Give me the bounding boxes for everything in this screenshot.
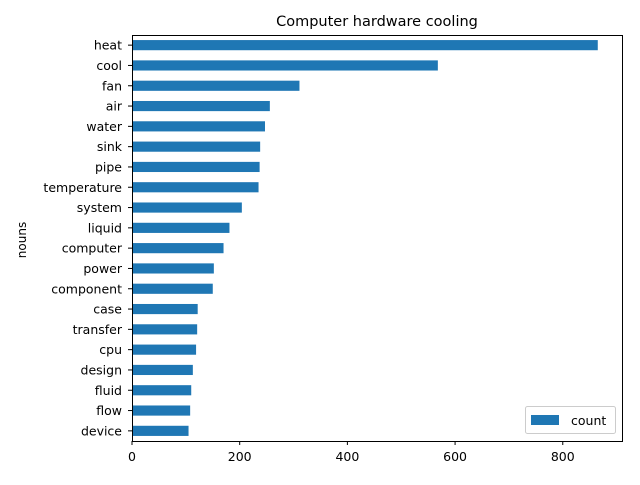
bar-temperature xyxy=(132,182,259,193)
y-tick-label: fluid xyxy=(95,383,122,398)
y-ticks-layer: heat cool fan air water sink pipe temperature sy… xyxy=(43,38,132,438)
x-tick-label: 200 xyxy=(228,449,252,464)
y-tick-label: flow xyxy=(96,403,122,418)
bar-case xyxy=(132,303,198,315)
y-tick-label: case xyxy=(93,302,122,317)
legend-swatch xyxy=(531,415,559,425)
y-tick-label: heat xyxy=(94,38,122,53)
y-axis-label: nouns xyxy=(15,222,29,258)
y-tick-label: liquid xyxy=(88,220,122,235)
bar-sink xyxy=(132,141,261,152)
plot-frame xyxy=(132,35,623,442)
y-tick-label: temperature xyxy=(43,180,122,195)
bar-computer xyxy=(132,243,224,254)
y-tick-label: pipe xyxy=(95,159,122,174)
legend-box xyxy=(525,406,616,434)
bar-device xyxy=(132,425,189,436)
bar-heat xyxy=(132,40,598,51)
y-tick-label: cpu xyxy=(99,342,122,357)
y-tick-label: cool xyxy=(96,58,122,73)
bar-transfer xyxy=(132,324,198,335)
bar-component xyxy=(132,283,213,294)
x-tick-label: 400 xyxy=(335,449,359,464)
y-tick-label: air xyxy=(106,99,123,114)
bar-cpu xyxy=(132,344,197,355)
y-tick-label: design xyxy=(81,362,122,377)
y-tick-label: fan xyxy=(102,78,122,93)
y-tick-label: computer xyxy=(62,241,123,256)
bar-air xyxy=(132,100,270,112)
legend-label: count xyxy=(571,413,606,428)
chart-title: Computer hardware cooling xyxy=(276,14,478,30)
bar-pipe xyxy=(132,161,260,173)
bar-power xyxy=(132,263,214,274)
y-tick-label: power xyxy=(83,261,122,276)
y-tick-label: water xyxy=(86,119,122,134)
x-ticks-layer: 0 200 400 600 800 xyxy=(128,441,575,464)
x-tick-label: 0 xyxy=(128,449,136,464)
y-tick-label: sink xyxy=(97,139,123,154)
x-tick-label: 600 xyxy=(443,449,467,464)
bar-design xyxy=(132,364,193,376)
bar-system xyxy=(132,202,242,213)
y-tick-label: system xyxy=(77,200,122,215)
bar-fluid xyxy=(132,385,192,396)
bars-layer xyxy=(132,40,598,436)
x-tick-label: 800 xyxy=(551,449,575,464)
bar-fan xyxy=(132,80,300,91)
legend: count xyxy=(525,406,616,434)
bar-cool xyxy=(132,60,438,71)
y-tick-label: transfer xyxy=(73,322,123,337)
bar-flow xyxy=(132,405,191,416)
y-tick-label: component xyxy=(51,281,122,296)
bar-liquid xyxy=(132,222,230,233)
y-tick-label: device xyxy=(81,423,122,438)
bar-water xyxy=(132,121,265,132)
